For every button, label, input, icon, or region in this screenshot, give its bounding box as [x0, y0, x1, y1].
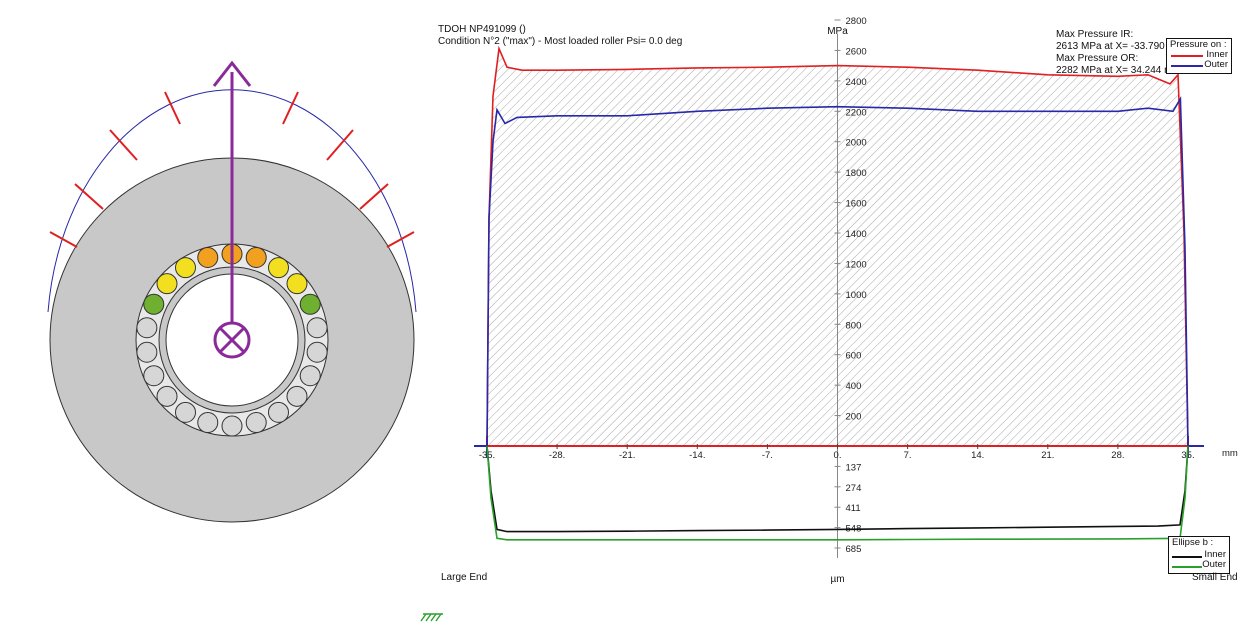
ellipse-line-outer	[486, 445, 1189, 541]
load-tick	[74, 183, 104, 210]
x-tick-label: -28.	[549, 450, 565, 461]
max-ir-label: Max Pressure IR:	[1056, 29, 1134, 40]
ellipse-legend: Ellipse b : Inner Outer	[1168, 536, 1230, 574]
y-tick-label: 2600	[846, 46, 867, 57]
small-end-label: Small End	[1192, 572, 1238, 583]
y-tick-label: 2000	[846, 138, 867, 149]
large-end-label: Large End	[441, 572, 488, 583]
pressure-legend: Pressure on : Inner Outer	[1166, 38, 1232, 74]
legend-ellipse-outer-swatch	[1172, 566, 1202, 568]
series-line-inner	[486, 45, 1189, 447]
load-center-cross-b	[218, 326, 246, 354]
x-tick-label: 21.	[1041, 450, 1054, 461]
y-bottom-tick-label: 274	[846, 483, 862, 494]
roller	[143, 365, 165, 387]
max-ir-value: 2613 MPa at X= -33.790 mm	[1056, 41, 1185, 52]
load-tick	[109, 129, 138, 161]
roller	[156, 385, 178, 407]
y-tick-label: 1400	[846, 229, 867, 240]
series-line-outer	[486, 96, 1189, 447]
load-center-icon	[213, 321, 251, 359]
y-axis-bottom-label: µm	[830, 574, 844, 585]
y-tick-label: 2400	[846, 77, 867, 88]
pressure-legend-title: Pressure on :	[1170, 39, 1227, 50]
legend-outer-label: Outer	[1204, 59, 1228, 70]
roller	[136, 317, 158, 339]
condition-subtitle: Condition N°2 ("max") - Most loaded roll…	[438, 36, 683, 47]
y-tick-label: 800	[846, 320, 862, 331]
load-tick	[326, 129, 354, 161]
legend-inner-label: Inner	[1206, 49, 1228, 60]
load-tick	[359, 183, 389, 210]
x-tick-label: -14.	[689, 450, 705, 461]
roller	[267, 401, 289, 423]
y-tick-label: 200	[846, 412, 862, 423]
load-tick	[282, 91, 299, 125]
legend-ellipse-outer-label: Outer	[1202, 559, 1226, 570]
y-tick-label: 400	[846, 381, 862, 392]
legend-ellipse-inner-label: Inner	[1204, 549, 1226, 560]
roller	[245, 412, 267, 434]
roller	[197, 246, 219, 268]
y-tick-label: 1600	[846, 199, 867, 210]
chart-title: TDOH NP491099 ()	[438, 24, 526, 35]
ellipse-line-inner	[486, 445, 1189, 533]
load-tick	[386, 231, 415, 248]
roller	[221, 415, 243, 437]
y-axis-label: MPa	[827, 26, 848, 37]
y-tick-label: 2200	[846, 107, 867, 118]
roller	[286, 273, 308, 295]
max-or-value: 2282 MPa at X= 34.244 mm	[1056, 65, 1181, 76]
roller	[306, 317, 328, 339]
y-tick-label: 2800	[846, 16, 867, 27]
x-tick-label: -21.	[619, 450, 635, 461]
x-tick-label: 14.	[971, 450, 984, 461]
hatch-legend-icon	[420, 613, 443, 622]
x-tick-label: 7.	[904, 450, 912, 461]
roller	[136, 341, 158, 363]
roller	[286, 385, 308, 407]
y-bottom-tick-label: 685	[846, 544, 862, 555]
roller	[267, 257, 289, 279]
y-tick-label: 1200	[846, 259, 867, 270]
roller	[299, 365, 321, 387]
load-arrow-head	[212, 60, 252, 87]
roller	[197, 412, 219, 434]
legend-inner-swatch	[1171, 55, 1203, 57]
legend-outer-swatch	[1171, 65, 1203, 67]
roller	[143, 293, 165, 315]
roller	[245, 246, 267, 268]
y-bottom-tick-label: 137	[846, 462, 862, 473]
y-bottom-tick-label: 411	[846, 503, 861, 514]
load-tick	[49, 231, 78, 248]
y-tick-label: 600	[846, 351, 862, 362]
x-tick-label: -7.	[762, 450, 773, 461]
y-tick-label: 1000	[846, 290, 867, 301]
x-axis-label: mm	[1222, 448, 1238, 459]
bearing-diagram	[47, 60, 417, 523]
roller	[156, 273, 178, 295]
roller	[299, 293, 321, 315]
max-or-label: Max Pressure OR:	[1056, 53, 1139, 64]
roller	[175, 257, 197, 279]
roller	[306, 341, 328, 363]
legend-ellipse-inner-swatch	[1172, 556, 1202, 558]
x-tick-label: 28.	[1111, 450, 1124, 461]
y-tick-label: 1800	[846, 168, 867, 179]
load-tick	[164, 91, 181, 125]
roller	[175, 401, 197, 423]
x-tick-label: 0.	[834, 450, 842, 461]
ellipse-legend-title: Ellipse b :	[1172, 537, 1214, 548]
